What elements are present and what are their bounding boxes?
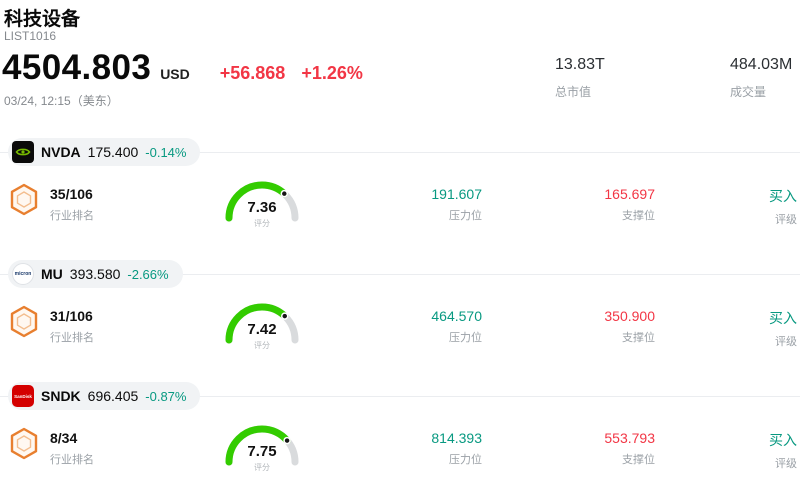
score-caption: 评分 — [254, 341, 270, 350]
resistance-value: 464.570 — [431, 308, 482, 324]
ticker: MU — [41, 266, 63, 282]
stock-badge-mu[interactable]: micron MU 393.580 -2.66% — [8, 260, 183, 288]
market-cap-value: 13.83T — [555, 56, 605, 73]
industry-rank-value: 8/34 — [50, 430, 78, 446]
resistance-value: 191.607 — [431, 186, 482, 202]
volume-label: 成交量 — [730, 85, 767, 99]
support-value: 165.697 — [604, 186, 655, 202]
rating-block[interactable]: 买入 评级 — [769, 186, 797, 227]
section-divider — [0, 152, 800, 153]
score-gauge: 7.36 评分 — [220, 172, 304, 232]
resistance-label: 压力位 — [449, 210, 482, 222]
industry-rank-value: 31/106 — [50, 308, 93, 324]
score-value: 7.75 — [247, 443, 277, 460]
rating-block[interactable]: 买入 评级 — [769, 430, 797, 471]
rank-hexagon-icon — [9, 182, 39, 223]
rating-label: 评级 — [775, 214, 797, 226]
resistance-block: 191.607 压力位 — [431, 186, 482, 223]
market-cap-label: 总市值 — [555, 85, 592, 99]
stock-price: 696.405 — [87, 388, 139, 404]
score-gauge: 7.42 评分 — [220, 294, 304, 354]
ticker: SNDK — [41, 388, 81, 404]
rank-hexagon-icon — [9, 304, 39, 345]
micron-logo-icon: micron — [12, 263, 34, 285]
section-divider — [0, 274, 800, 275]
volume-value: 484.03M — [730, 56, 793, 73]
stock-change-pct: -0.14% — [145, 144, 187, 160]
industry-rank-label: 行业排名 — [50, 454, 94, 466]
support-value: 350.900 — [604, 308, 655, 324]
stock-price: 175.400 — [87, 144, 139, 160]
score-gauge: 7.75 评分 — [220, 416, 304, 476]
volume-stat: 484.03M 成交量 — [730, 56, 792, 100]
section-divider — [0, 396, 800, 397]
list-id: LIST1016 — [4, 29, 57, 43]
resistance-block: 464.570 压力位 — [431, 308, 482, 345]
index-change-pct: +1.26% — [301, 63, 363, 83]
ticker: NVDA — [41, 144, 81, 160]
rating-value: 买入 — [769, 432, 797, 448]
stock-badge-sndk[interactable]: SanDisk SNDK 696.405 -0.87% — [8, 382, 201, 410]
rating-label: 评级 — [775, 458, 797, 470]
resistance-value: 814.393 — [431, 430, 482, 446]
stock-price: 393.580 — [69, 266, 121, 282]
industry-rank-label: 行业排名 — [50, 210, 94, 222]
support-value: 553.793 — [604, 430, 655, 446]
support-block: 350.900 支撑位 — [604, 308, 655, 345]
rating-value: 买入 — [769, 310, 797, 326]
stock-row-sndk: SanDisk SNDK 696.405 -0.87% 8/34 行业排名 7.… — [0, 372, 800, 488]
industry-rank-value: 35/106 — [50, 186, 93, 202]
score-caption: 评分 — [254, 219, 270, 228]
score-value: 7.42 — [247, 321, 277, 338]
support-block: 553.793 支撑位 — [604, 430, 655, 467]
stock-row-mu: micron MU 393.580 -2.66% 31/106 行业排名 7.4… — [0, 250, 800, 372]
stock-change-pct: -2.66% — [127, 266, 169, 282]
resistance-label: 压力位 — [449, 454, 482, 466]
stock-badge-nvda[interactable]: NVDA 175.400 -0.14% — [8, 138, 201, 166]
industry-rank-label: 行业排名 — [50, 332, 94, 344]
industry-rank-block: 8/34 行业排名 — [50, 430, 94, 467]
score-caption: 评分 — [254, 463, 270, 472]
support-label: 支撑位 — [622, 454, 655, 466]
sandisk-logo-icon: SanDisk — [12, 385, 34, 407]
stock-change-pct: -0.87% — [145, 388, 187, 404]
rating-value: 买入 — [769, 188, 797, 204]
rating-label: 评级 — [775, 336, 797, 348]
market-cap-stat: 13.83T 总市值 — [555, 56, 605, 100]
rank-hexagon-icon — [9, 426, 39, 467]
resistance-block: 814.393 压力位 — [431, 430, 482, 467]
support-block: 165.697 支撑位 — [604, 186, 655, 223]
rating-block[interactable]: 买入 评级 — [769, 308, 797, 349]
industry-rank-block: 31/106 行业排名 — [50, 308, 94, 345]
support-label: 支撑位 — [622, 332, 655, 344]
industry-rank-block: 35/106 行业排名 — [50, 186, 94, 223]
resistance-label: 压力位 — [449, 332, 482, 344]
timestamp: 03/24, 12:15（美东） — [4, 94, 119, 108]
stock-row-nvda: NVDA 175.400 -0.14% 35/106 行业排名 7.36 评分 … — [0, 128, 800, 250]
currency-label: USD — [160, 66, 190, 82]
index-change: +56.868 — [219, 63, 286, 83]
nvidia-logo-icon — [12, 141, 34, 163]
index-price-row: 4504.803 USD +56.868 +1.26% — [2, 48, 363, 88]
index-price: 4504.803 — [2, 48, 152, 87]
score-value: 7.36 — [247, 199, 277, 216]
support-label: 支撑位 — [622, 210, 655, 222]
page-title: 科技设备 — [4, 9, 81, 30]
